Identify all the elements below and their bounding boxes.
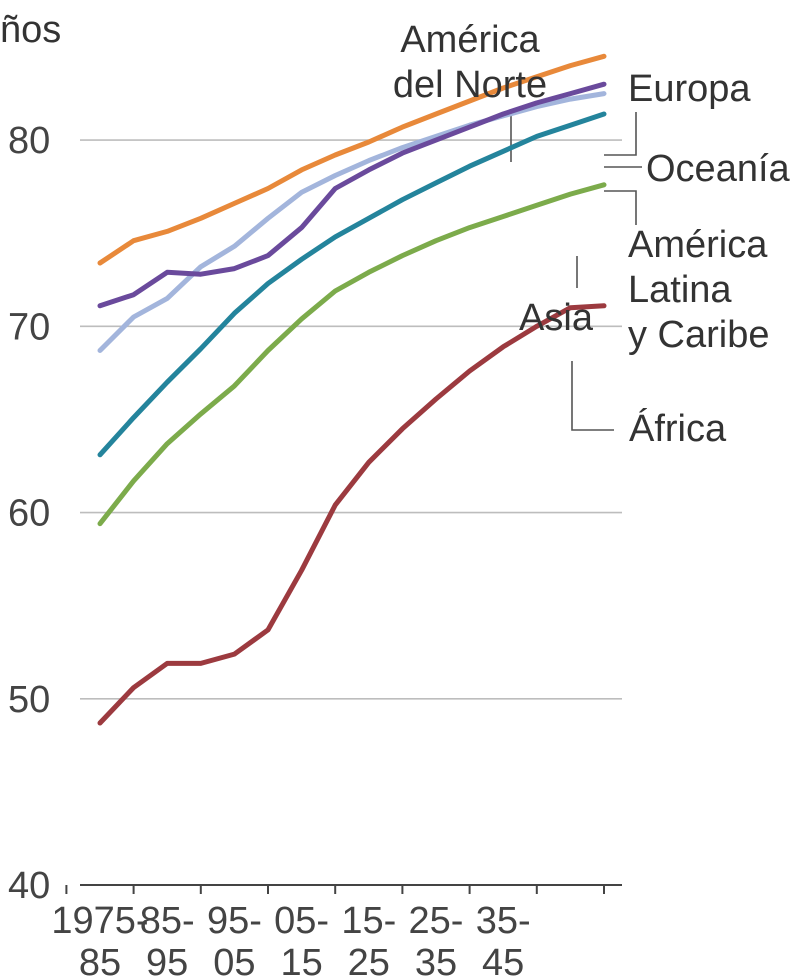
- x-tick-label-top: 35-: [476, 900, 531, 942]
- y-tick-label: 40: [8, 865, 50, 907]
- label-leader-line: [571, 361, 614, 431]
- x-tick-label-top: 05-: [274, 900, 329, 942]
- series-label: Oceanía: [646, 148, 791, 190]
- x-tick-label-top: 25-: [409, 900, 464, 942]
- x-tick-label-bottom: 15: [280, 942, 322, 980]
- series-line: [97, 111, 607, 458]
- x-tick-label-top: 85-: [140, 900, 195, 942]
- x-tick-label-bottom: 45: [482, 942, 524, 980]
- y-axis-ticks: 40 50 60 70 80: [8, 120, 50, 907]
- series-line: [97, 53, 607, 266]
- y-tick-label: 70: [8, 306, 50, 348]
- series-label: Asia: [519, 297, 594, 339]
- series-line: [97, 81, 607, 309]
- series-label: América del Norte: [393, 19, 547, 106]
- series-line: [97, 303, 607, 726]
- x-tick-label-bottom: 35: [415, 942, 457, 980]
- label-leader-line: [604, 112, 637, 156]
- gridlines: [80, 139, 622, 700]
- label-leader-lines: [510, 110, 642, 431]
- series-labels: América del Norte Europa Oceanía América Lati…: [393, 19, 791, 450]
- y-tick-label: 80: [8, 120, 50, 162]
- x-tick-label-bottom: 25: [348, 942, 390, 980]
- y-tick-label: 50: [8, 679, 50, 721]
- x-tick-label-bottom: 95: [146, 942, 188, 980]
- label-leader-line: [604, 190, 637, 225]
- x-tick-label-top: 1975-: [51, 900, 148, 942]
- series-label: África: [629, 407, 727, 450]
- x-tick-label-top: 95-: [207, 900, 262, 942]
- y-axis-unit-label: ños: [0, 9, 61, 51]
- x-tick-label-top: 15-: [341, 900, 396, 942]
- series-lines: [97, 53, 607, 726]
- series-label: América Latina y Caribe: [628, 224, 770, 356]
- series-line: [97, 91, 607, 353]
- x-tick-label-bottom: 85: [79, 942, 121, 980]
- x-tick-label-bottom: 05: [213, 942, 255, 980]
- x-axis: 1975-85 85-95 95-05 05-15 15-25 25-35 35-45: [51, 884, 622, 980]
- series-label: Europa: [628, 68, 751, 110]
- series-line: [97, 182, 607, 527]
- y-tick-label: 60: [8, 493, 50, 535]
